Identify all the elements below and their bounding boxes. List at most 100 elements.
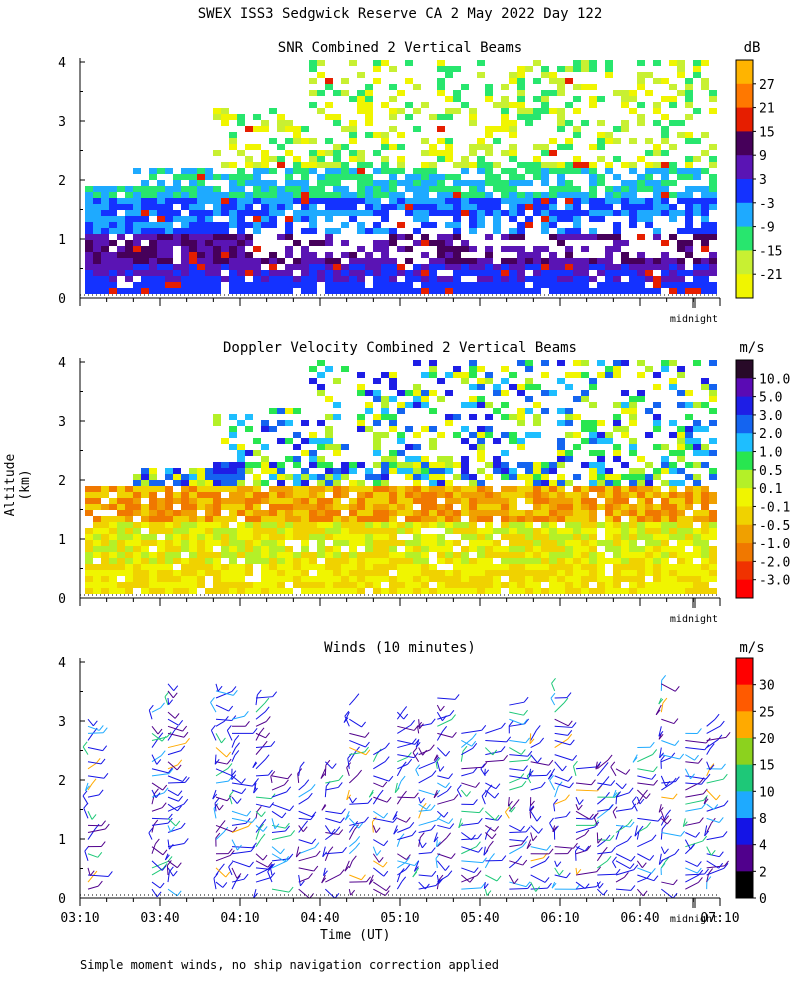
heatmap-cell [357,264,365,270]
heatmap-cell [245,450,253,456]
heatmap-cell [453,528,461,534]
wind-barb [460,751,464,762]
wind-barb [593,817,598,826]
wind-barb [575,766,597,770]
wind-barb-flag [722,831,728,837]
wind-barb-flag [645,793,651,799]
heatmap-cell [381,144,389,150]
heatmap-cell [101,270,109,276]
heatmap-cell [357,420,365,426]
heatmap-cell [101,564,109,570]
heatmap-cell [549,540,557,546]
heatmap-cell [445,372,453,378]
heatmap-cell [365,552,373,558]
wind-barb [349,802,368,805]
heatmap-cell [93,240,101,246]
heatmap-cell [557,582,565,588]
heatmap-cell [413,480,421,486]
heatmap-cell [421,168,429,174]
heatmap-cell [637,186,645,192]
heatmap-cell [253,462,261,468]
heatmap-cell [597,138,605,144]
heatmap-cell [453,276,461,282]
wind-barb [461,822,479,826]
heatmap-cell [301,138,309,144]
heatmap-cell [637,546,645,552]
heatmap-cell [405,198,413,204]
heatmap-cell [413,174,421,180]
heatmap-cell [229,498,237,504]
wind-barb-flag [164,854,170,861]
heatmap-cell [341,558,349,564]
heatmap-cell [461,486,469,492]
heatmap-cell [469,366,477,372]
wind-barb [373,860,384,868]
heatmap-cell [565,102,573,108]
heatmap-cell [309,576,317,582]
wind-barb-flag [234,750,240,756]
heatmap-cell [557,162,565,168]
heatmap-cell [637,120,645,126]
x-tick-label: 06:40 [620,911,659,926]
heatmap-cell [301,480,309,486]
heatmap-cell [301,546,309,552]
heatmap-cell [573,156,581,162]
heatmap-cell [229,552,237,558]
wind-barb [437,714,451,720]
wind-barb-flag [430,804,436,811]
wind-barb [596,832,599,844]
heatmap-cell [221,246,229,252]
heatmap-cell [245,234,253,240]
heatmap-cell [165,282,173,288]
heatmap-cell [709,96,717,102]
heatmap-cell [533,282,541,288]
wind-barb-flag [320,773,326,779]
heatmap-cell [533,96,541,102]
heatmap-cell [149,204,157,210]
heatmap-cell [157,558,165,564]
heatmap-cell [381,216,389,222]
heatmap-cell [517,108,525,114]
heatmap-cell [173,516,181,522]
heatmap-cell [301,552,309,558]
heatmap-cell [541,228,549,234]
heatmap-cell [317,192,325,198]
heatmap-cell [85,564,93,570]
heatmap-cell [285,126,293,132]
wind-barb-flag [285,825,290,832]
heatmap-cell [445,522,453,528]
colorbar-swatch [736,250,753,275]
heatmap-cell [453,288,461,294]
wind-barb-flag [524,718,529,725]
heatmap-cell [205,588,213,594]
heatmap-cell [621,486,629,492]
heatmap-cell [581,270,589,276]
heatmap-cell [253,246,261,252]
wind-barb-flag [180,822,186,829]
wind-barb [418,796,422,804]
wind-barb [373,839,385,847]
heatmap-cell [237,588,245,594]
heatmap-cell [333,540,341,546]
heatmap-cell [437,252,445,258]
heatmap-cell [589,384,597,390]
heatmap-cell [253,282,261,288]
heatmap-cell [317,522,325,528]
heatmap-cell [133,552,141,558]
heatmap-cell [365,204,373,210]
colorbar-label: -15 [759,244,782,259]
heatmap-cell [653,582,661,588]
heatmap-cell [213,552,221,558]
wind-barb-flag [569,739,575,746]
heatmap-cell [645,162,653,168]
heatmap-cell [181,252,189,258]
heatmap-cell [285,456,293,462]
heatmap-cell [565,270,573,276]
wind-barb-flag [235,742,241,748]
heatmap-cell [325,162,333,168]
heatmap-cell [157,234,165,240]
heatmap-cell [373,228,381,234]
heatmap-cell [245,498,253,504]
colorbar-swatch [736,131,753,156]
heatmap-cell [445,264,453,270]
